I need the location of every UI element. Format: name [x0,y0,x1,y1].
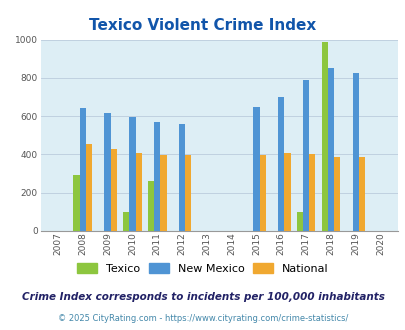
Bar [253,107,259,231]
Bar [284,153,290,231]
Bar [309,154,315,231]
Bar [129,117,135,231]
Bar [73,176,79,231]
Legend: Texico, New Mexico, National: Texico, New Mexico, National [77,263,328,274]
Text: Texico Violent Crime Index: Texico Violent Crime Index [89,18,316,33]
Bar [277,97,284,231]
Bar [123,212,129,231]
Bar [147,181,154,231]
Bar [327,68,333,231]
Bar [154,122,160,231]
Bar [111,149,117,231]
Bar [333,157,339,231]
Bar [321,42,327,231]
Text: © 2025 CityRating.com - https://www.cityrating.com/crime-statistics/: © 2025 CityRating.com - https://www.city… [58,314,347,323]
Bar [179,124,185,231]
Text: Crime Index corresponds to incidents per 100,000 inhabitants: Crime Index corresponds to incidents per… [21,292,384,302]
Bar [358,157,364,231]
Bar [352,73,358,231]
Bar [86,144,92,231]
Bar [160,155,166,231]
Bar [259,155,265,231]
Bar [79,108,86,231]
Bar [302,80,309,231]
Bar [135,152,141,231]
Bar [185,155,191,231]
Bar [104,113,111,231]
Bar [296,212,302,231]
